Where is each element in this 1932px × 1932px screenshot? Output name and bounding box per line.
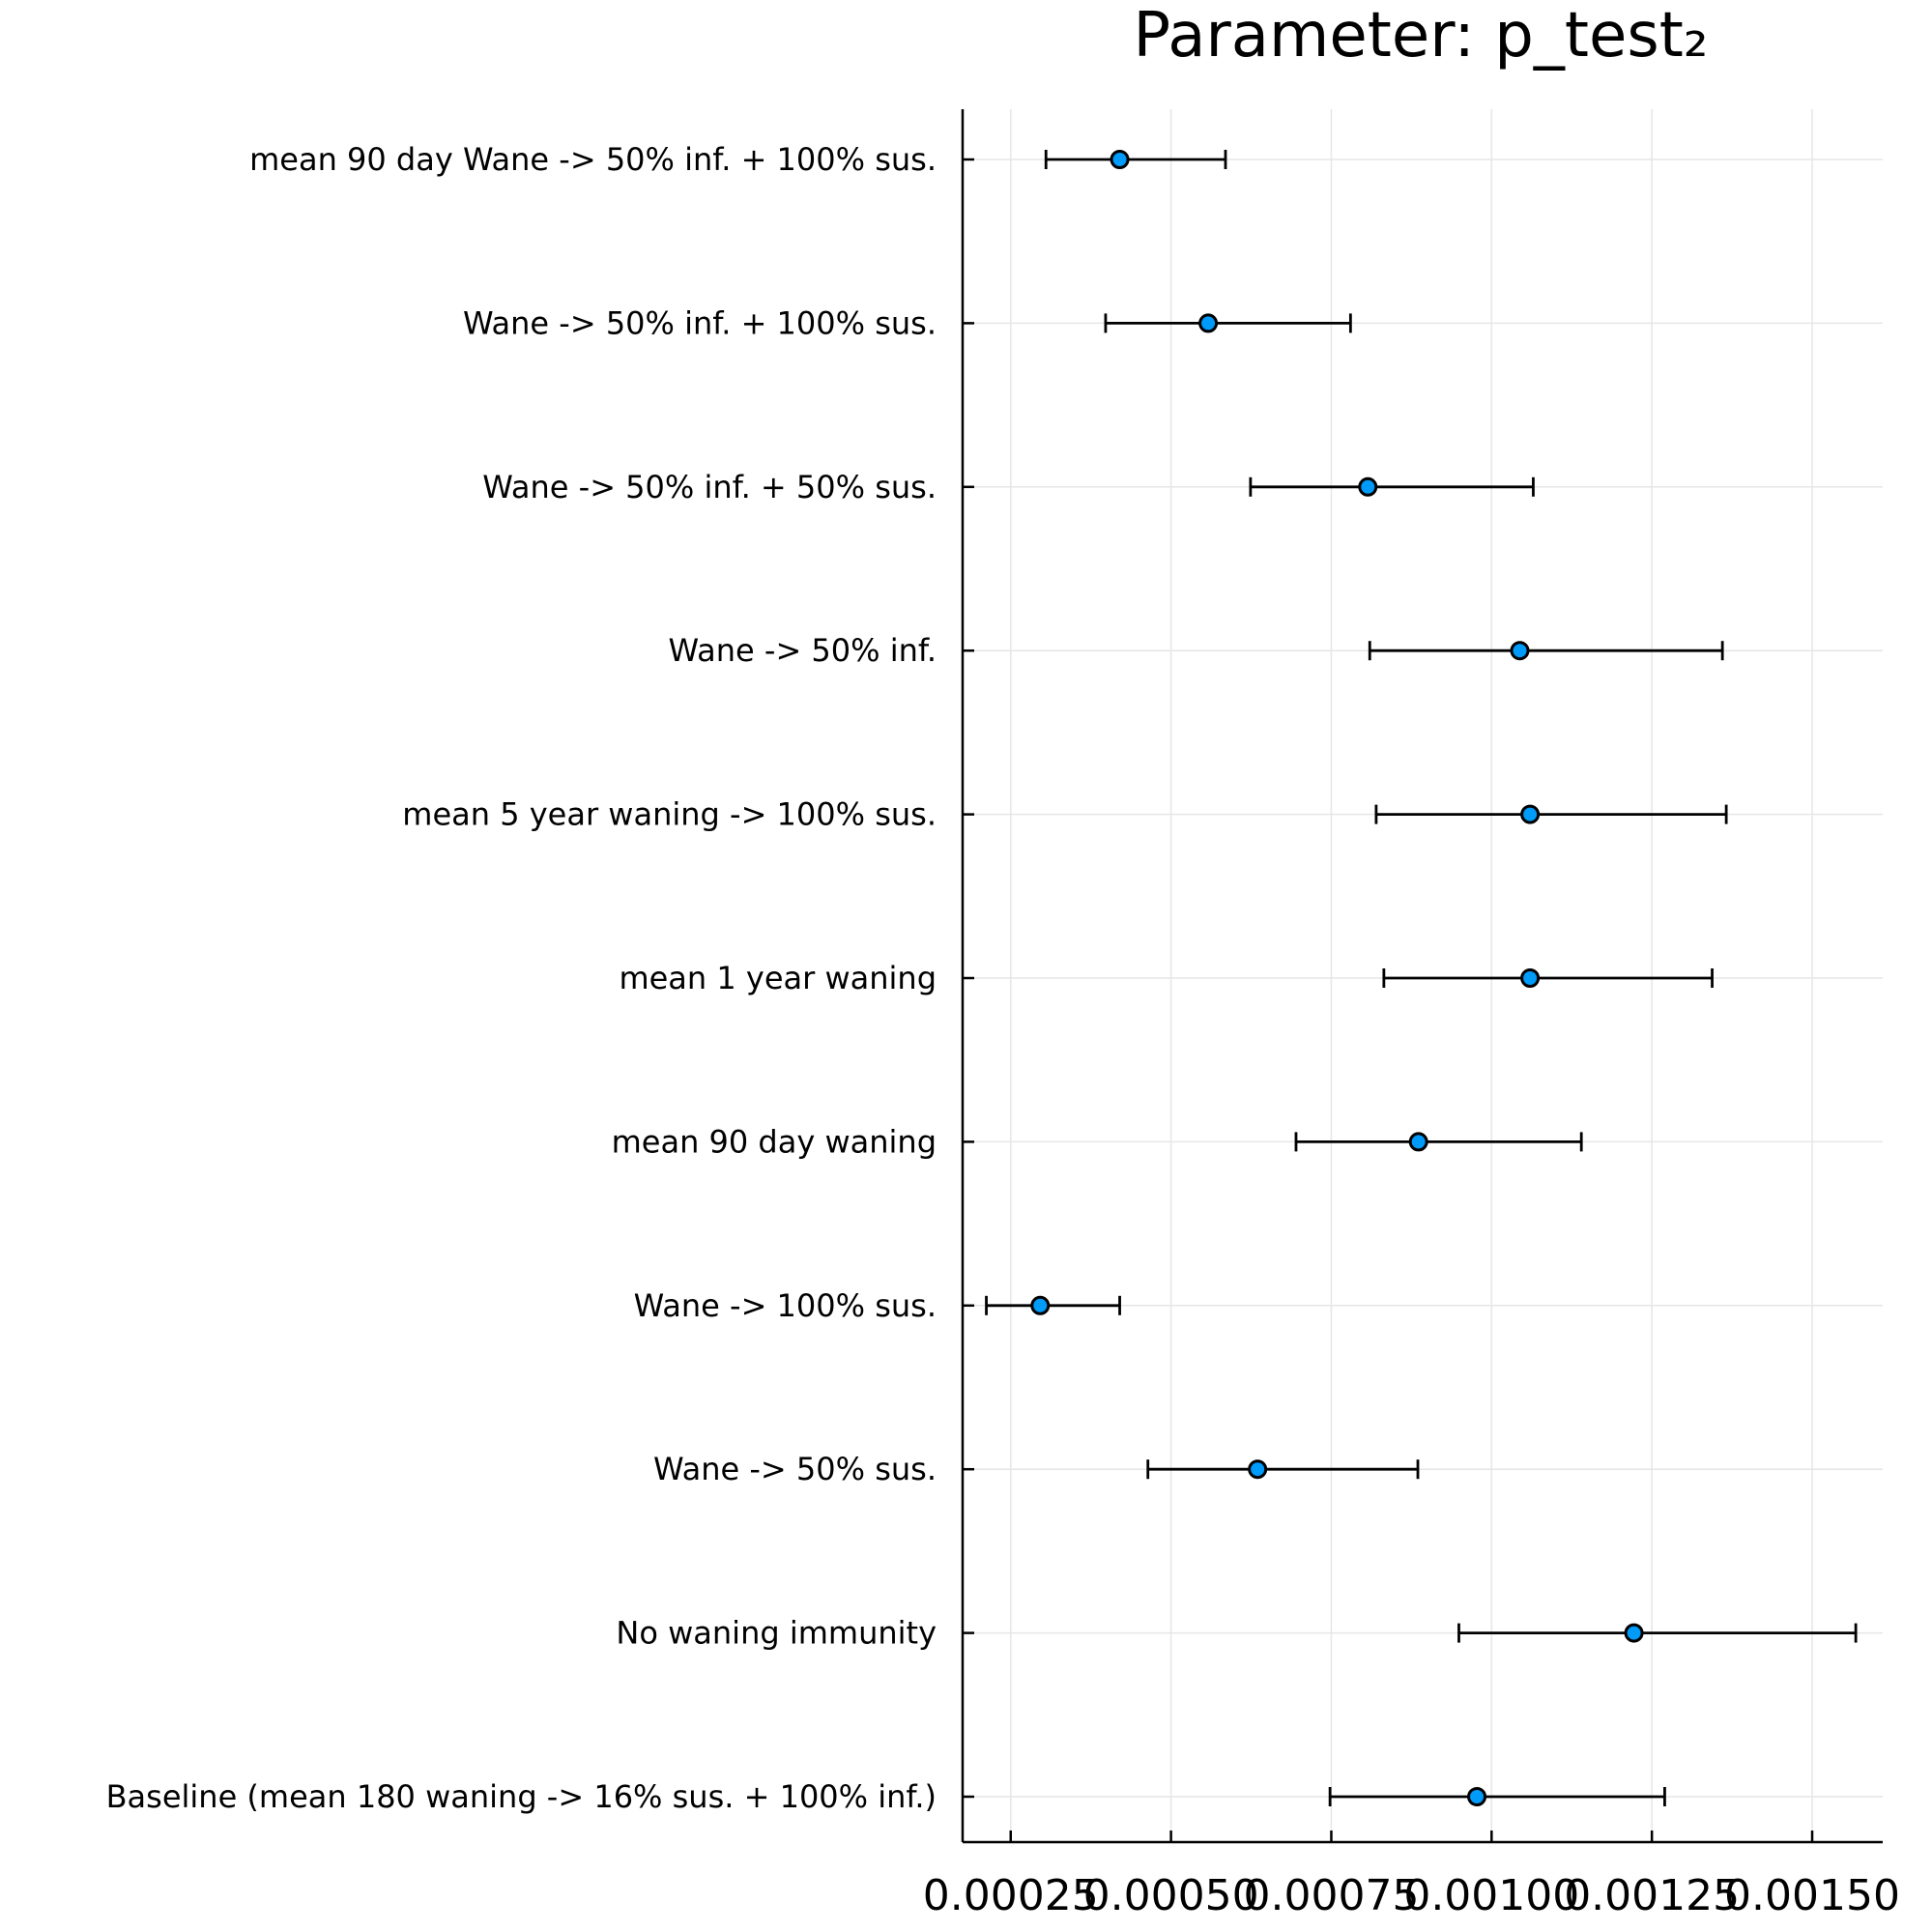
data-point	[1110, 150, 1130, 169]
x-tick-label: 0.00050	[1083, 1871, 1259, 1920]
data-point	[1248, 1459, 1268, 1480]
error-bars	[985, 150, 1858, 1806]
category-label: mean 1 year waning	[619, 960, 937, 996]
category-label: Wane -> 50% inf. + 100% sus.	[463, 304, 937, 341]
category-label: Wane -> 50% inf. + 50% sus.	[482, 469, 937, 505]
data-point	[1198, 313, 1219, 333]
data-point	[1520, 804, 1541, 824]
category-labels: mean 90 day Wane -> 50% inf. + 100% sus.…	[106, 141, 937, 1815]
x-tick-label: 0.00025	[923, 1871, 1099, 1920]
points	[1030, 150, 1644, 1806]
chart-title: Parameter: p_test₂	[1134, 0, 1709, 72]
data-point	[1408, 1132, 1428, 1152]
x-ticks: 0.000250.000500.000750.001000.001250.001…	[923, 158, 1900, 1920]
category-label: Baseline (mean 180 waning -> 16% sus. + …	[106, 1778, 937, 1815]
category-label: mean 90 day Wane -> 50% inf. + 100% sus.	[249, 141, 937, 178]
data-point	[1030, 1295, 1051, 1315]
grid	[963, 109, 1883, 1842]
category-label: Wane -> 50% sus.	[653, 1451, 937, 1487]
data-point	[1510, 641, 1530, 661]
category-label: Wane -> 50% inf.	[669, 632, 937, 669]
data-point	[1467, 1787, 1487, 1806]
category-label: mean 5 year waning -> 100% sus.	[402, 796, 937, 833]
data-point	[1624, 1623, 1644, 1643]
category-label: Wane -> 100% sus.	[634, 1287, 937, 1324]
x-tick-label: 0.00150	[1724, 1871, 1900, 1920]
axes	[961, 109, 1883, 1844]
category-label: mean 90 day waning	[612, 1123, 937, 1160]
data-point	[1358, 476, 1378, 497]
x-tick-label: 0.00125	[1564, 1871, 1740, 1920]
category-label: No waning immunity	[616, 1615, 937, 1652]
x-tick-label: 0.00100	[1403, 1871, 1579, 1920]
x-tick-label: 0.00075	[1243, 1871, 1419, 1920]
data-point	[1520, 968, 1541, 988]
